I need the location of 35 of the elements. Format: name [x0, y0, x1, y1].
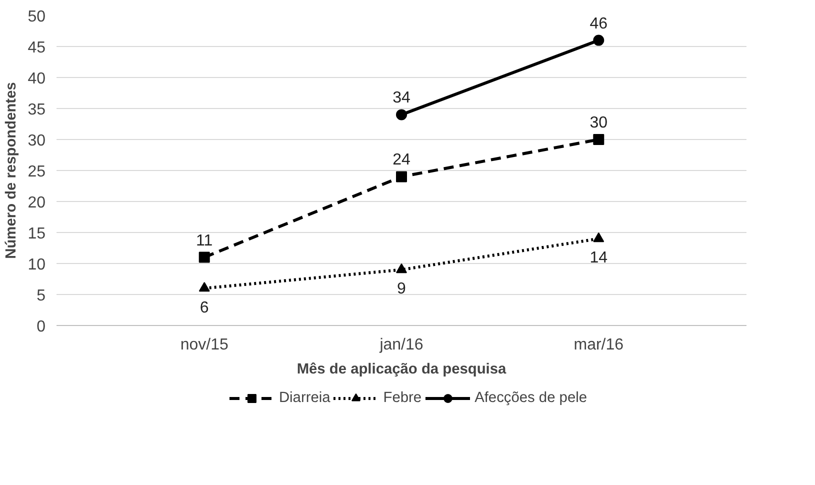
y-axis-title: Número de respondentes [4, 82, 20, 259]
point [198, 252, 210, 263]
point [593, 232, 604, 242]
legend-label: Afecções de pele [474, 390, 588, 406]
point [198, 282, 210, 292]
y-tick-label: 50 [28, 8, 46, 26]
data-label: 30 [590, 114, 608, 132]
point [396, 171, 407, 182]
data-label: 14 [590, 250, 608, 267]
data-label: 34 [392, 90, 410, 107]
y-tick-label: 10 [28, 256, 46, 274]
point [593, 34, 604, 46]
point [396, 109, 407, 120]
data-label: 9 [397, 280, 406, 298]
y-tick-label: 15 [28, 226, 46, 242]
data-label: 46 [590, 15, 608, 32]
y-tick-label: 0 [36, 318, 46, 336]
y-tick-label: 5 [36, 288, 46, 304]
y-tick-label: 20 [28, 194, 46, 212]
y-tick-label: 25 [28, 164, 46, 180]
x-tick-label: nov/15 [180, 336, 228, 354]
y-tick-label: 40 [28, 70, 46, 88]
data-label: 24 [392, 152, 410, 169]
point [396, 263, 407, 274]
data-label: 6 [200, 299, 209, 316]
x-tick-label: jan/16 [378, 336, 424, 354]
y-tick-label: 35 [28, 102, 46, 118]
x-axis-title: Mês de aplicação da pesquisa [296, 362, 508, 378]
legend-label: Diarreia [278, 390, 330, 406]
legend-label: Febre [383, 390, 422, 406]
y-tick-label: 45 [28, 40, 46, 56]
point [593, 134, 604, 145]
x-tick-label: mar/16 [574, 336, 624, 354]
data-label: 11 [196, 232, 213, 250]
y-tick-label: 30 [28, 132, 46, 150]
